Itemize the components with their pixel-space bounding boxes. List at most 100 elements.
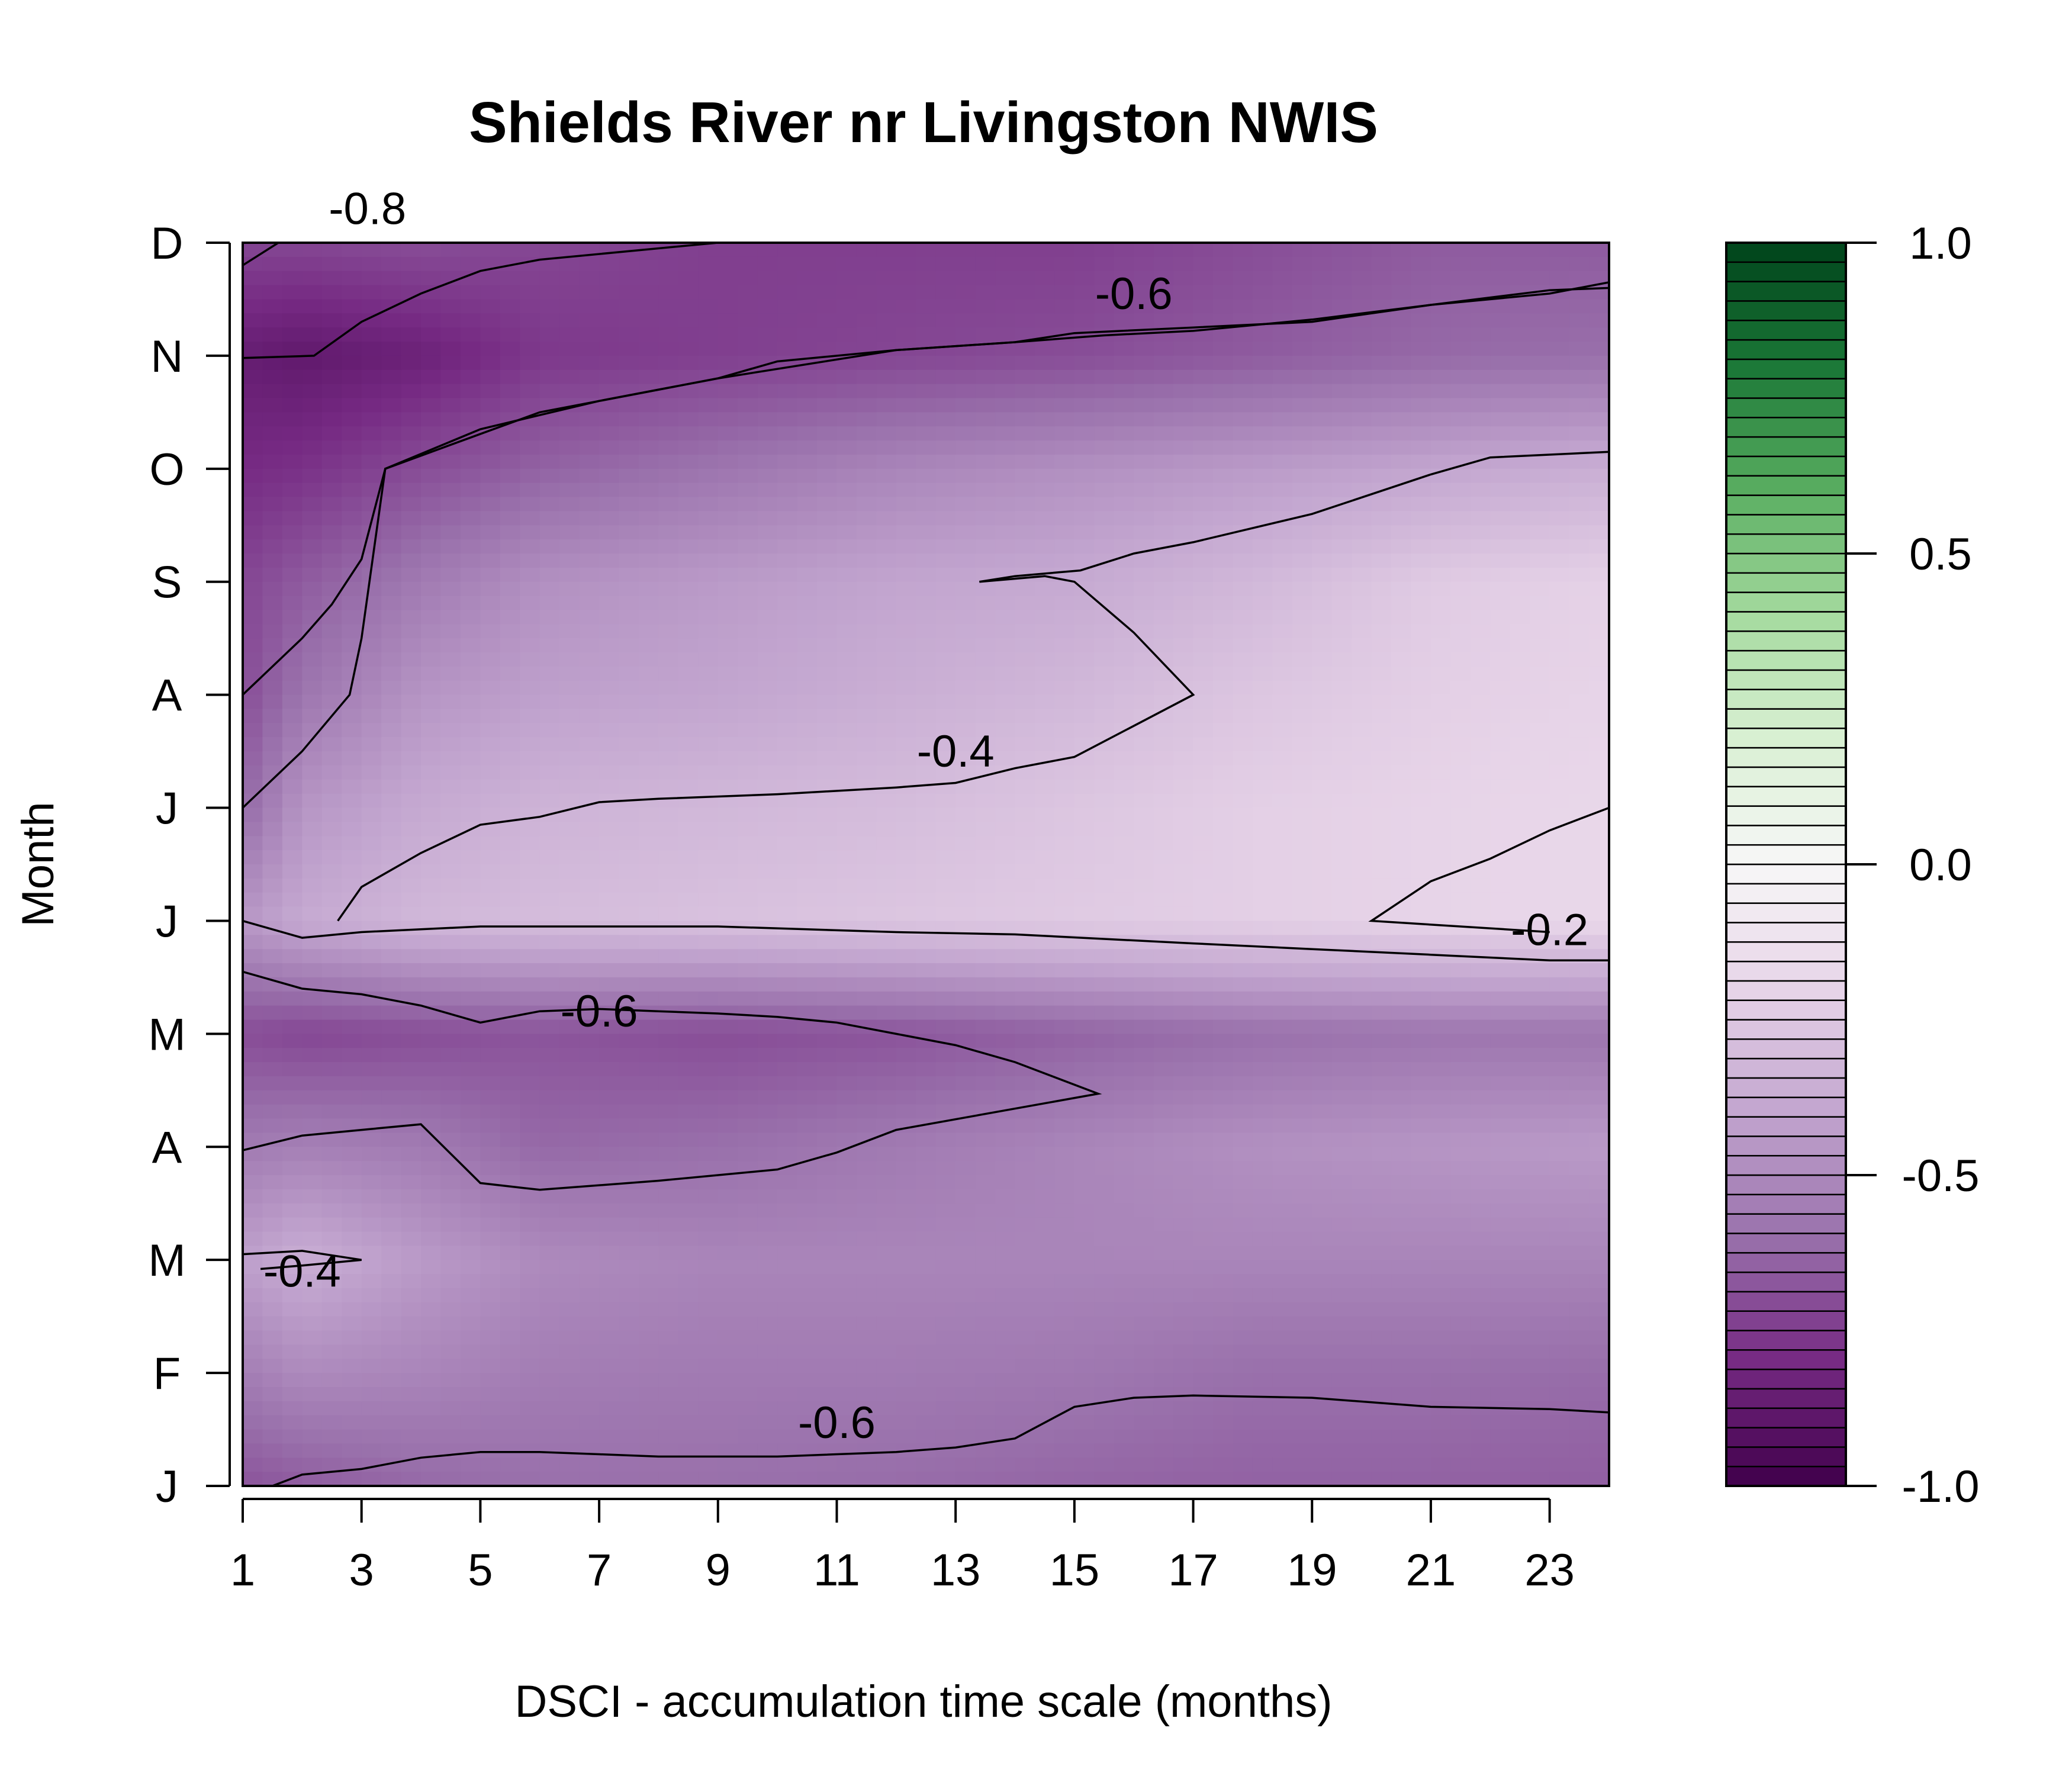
heatmap-cell — [995, 511, 1016, 526]
heatmap-cell — [321, 765, 343, 780]
heatmap-cell — [678, 1359, 699, 1374]
heatmap-cell — [817, 638, 838, 654]
heatmap-cell — [836, 1387, 857, 1402]
heatmap-cell — [480, 624, 501, 639]
heatmap-cell — [421, 949, 442, 964]
heatmap-cell — [817, 256, 838, 272]
heatmap-cell — [1134, 1048, 1154, 1063]
heatmap-cell — [282, 723, 303, 738]
heatmap-cell — [995, 638, 1016, 654]
heatmap-cell — [678, 737, 699, 752]
heatmap-cell — [817, 906, 838, 922]
heatmap-cell — [1173, 991, 1194, 1006]
heatmap-cell — [1114, 1373, 1135, 1388]
heatmap-cell — [1114, 1118, 1135, 1134]
heatmap-cell — [1312, 977, 1333, 992]
heatmap-cell — [539, 666, 561, 681]
heatmap-cell — [678, 878, 699, 893]
heatmap-cell — [1134, 1246, 1154, 1261]
heatmap-cell — [995, 581, 1016, 597]
heatmap-cell — [1015, 426, 1035, 442]
heatmap-cell — [876, 892, 897, 908]
heatmap-cell — [639, 610, 659, 625]
heatmap-cell — [262, 1359, 283, 1374]
heatmap-cell — [1054, 1288, 1075, 1303]
heatmap-cell — [1094, 1288, 1115, 1303]
heatmap-cell — [500, 765, 521, 780]
heatmap-cell — [1292, 1175, 1313, 1190]
heatmap-cell — [639, 271, 659, 286]
heatmap-cell — [1114, 1034, 1135, 1049]
heatmap-cell — [856, 680, 877, 696]
heatmap-cell — [1015, 1189, 1035, 1204]
heatmap-cell — [817, 525, 838, 540]
heatmap-cell — [480, 737, 501, 752]
heatmap-cell — [1213, 1203, 1234, 1218]
heatmap-cell — [460, 355, 481, 371]
heatmap-cell — [599, 906, 620, 922]
heatmap-cell — [1015, 482, 1035, 498]
heatmap-cell — [1292, 384, 1313, 399]
heatmap-cell — [1074, 610, 1095, 625]
heatmap-cell — [1173, 737, 1194, 752]
heatmap-cell — [658, 666, 679, 681]
heatmap-cell — [1312, 1048, 1333, 1063]
heatmap-cell — [302, 1401, 323, 1416]
heatmap-cell — [639, 921, 659, 936]
heatmap-cell — [935, 1472, 957, 1486]
heatmap-cell — [262, 525, 283, 540]
heatmap-cell — [639, 299, 659, 314]
heatmap-cell — [401, 581, 422, 597]
heatmap-cell — [678, 963, 699, 978]
heatmap-cell — [342, 384, 362, 399]
heatmap-cell — [1153, 949, 1175, 964]
heatmap-cell — [1292, 285, 1313, 300]
heatmap-cell — [995, 384, 1016, 399]
heatmap-cell — [619, 737, 639, 752]
heatmap-cell — [1134, 694, 1154, 710]
heatmap-cell — [757, 624, 778, 639]
heatmap-cell — [1114, 652, 1135, 667]
heatmap-cell — [381, 1090, 402, 1105]
heatmap-cell — [1173, 1330, 1194, 1346]
heatmap-cell — [619, 1429, 639, 1444]
heatmap-cell — [401, 1231, 422, 1247]
heatmap-cell — [1134, 652, 1154, 667]
heatmap-cell — [995, 991, 1016, 1006]
heatmap-cell — [757, 1147, 778, 1162]
heatmap-cell — [678, 581, 699, 597]
heatmap-cell — [559, 1217, 580, 1233]
heatmap-cell — [995, 455, 1016, 469]
heatmap-cell — [282, 369, 303, 385]
heatmap-cell — [975, 1246, 996, 1261]
heatmap-cell — [817, 440, 838, 455]
heatmap-cell — [539, 1387, 561, 1402]
heatmap-cell — [975, 906, 996, 922]
heatmap-cell — [480, 1443, 501, 1459]
heatmap-cell — [975, 977, 996, 992]
heatmap-cell — [698, 977, 719, 992]
heatmap-cell — [1015, 779, 1035, 794]
heatmap-cell — [836, 793, 857, 809]
heatmap-cell — [262, 1189, 283, 1204]
heatmap-cell — [1173, 1359, 1194, 1374]
heatmap-cell — [935, 554, 957, 568]
heatmap-cell — [698, 1472, 719, 1486]
heatmap-cell — [1292, 1316, 1313, 1331]
heatmap-cell — [579, 906, 600, 922]
heatmap-cell — [539, 1472, 561, 1486]
heatmap-cell — [658, 455, 679, 469]
heatmap-cell — [539, 638, 561, 654]
heatmap-cell — [559, 256, 580, 272]
heatmap-cell — [718, 878, 739, 893]
heatmap-cell — [440, 779, 461, 794]
heatmap-cell — [421, 680, 442, 696]
heatmap-cell — [480, 921, 501, 936]
heatmap-cell — [1193, 1034, 1214, 1049]
heatmap-cell — [500, 1076, 521, 1091]
heatmap-cell — [381, 426, 402, 442]
heatmap-cell — [1252, 892, 1273, 908]
heatmap-cell — [1074, 468, 1095, 484]
heatmap-cell — [1173, 313, 1194, 329]
heatmap-cell — [1054, 1387, 1075, 1402]
